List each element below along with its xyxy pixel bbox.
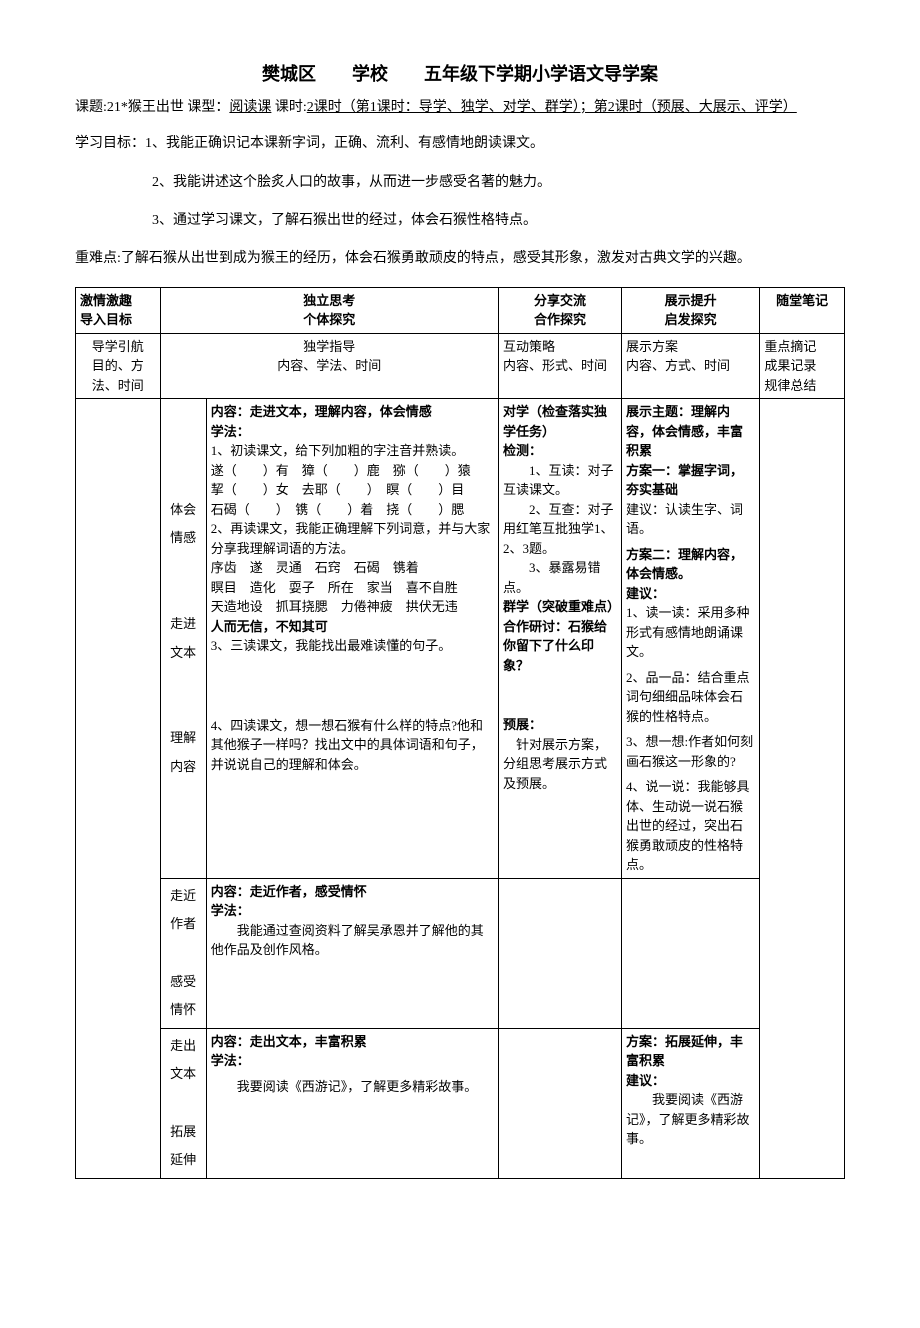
r1-c4-p2-3: 3、想一想:作者如何刻画石猴这一形象的? — [626, 732, 755, 771]
h1-c5: 随堂笔记 — [760, 287, 845, 333]
r1-c4-p1b: 建议：认读生字、词语。 — [626, 500, 755, 539]
goals-label: 学习目标： — [75, 136, 145, 151]
r1-content-title: 内容：走进文本，理解内容，体会情感 — [211, 402, 494, 422]
page-title: 樊城区 学校 五年级下学期小学语文导学案 — [75, 60, 845, 89]
r3-c4-text: 我要阅读《西游记》，了解更多精彩故事。 — [626, 1090, 755, 1149]
r1-c3-pre-text: 针对展示方案，分组思考展示方式及预展。 — [503, 735, 617, 794]
h1-c1: 激情激趣 导入目标 — [76, 287, 161, 333]
h2-c4: 展示方案 内容、方式、时间 — [621, 333, 759, 399]
h2-c5: 重点摘记 成果记录 规律总结 — [760, 333, 845, 399]
r1-c4-p2t: 方案二：理解内容，体会情感。 — [626, 545, 755, 584]
r1-m2-l4: 人而无信，不知其可 — [211, 617, 494, 637]
r3-c4-title: 方案：拓展延伸，丰富积累 — [626, 1032, 755, 1071]
header-row-2: 导学引航 目的、方法、时间 独学指导 内容、学法、时间 互动策略 内容、形式、时… — [76, 333, 845, 399]
topic-value: 21*猴王出世 — [107, 100, 184, 115]
r1-c3-1: 1、互读：对子互读课文。 — [503, 461, 617, 500]
period-value: 2课时（第1课时：导学、独学、对学、群学）；第2课时（预展、大展示、评学） — [307, 100, 797, 115]
r1-m2-l2: 瞑目 造化 耍子 所在 家当 喜不自胜 — [211, 578, 494, 598]
r2-content-title: 内容：走近作者，感受情怀 — [211, 882, 494, 902]
r1-m1-l1: 遂（ ）有 獐（ ）鹿 猕（ ）猿 — [211, 461, 494, 481]
difficulty-section: 重难点:了解石猴从出世到成为猴王的经历，体会石猴勇敢顽皮的特点，感受其形象，激发… — [75, 248, 845, 270]
r2-method-label: 学法： — [211, 901, 494, 921]
r1-c3-coop: 合作研讨：石猴给你留下了什么印象？ — [503, 617, 617, 676]
r3-content-text: 我要阅读《西游记》，了解更多精彩故事。 — [211, 1077, 494, 1097]
r1-c4-p2-4: 4、说一说：我能够具体、生动说一说石猴出世的经过，突出石猴勇敢顽皮的性格特点。 — [626, 777, 755, 875]
r1-c4-p2-1: 1、读一读：采用多种形式有感情地朗诵课文。 — [626, 603, 755, 662]
col3-cell-3 — [498, 1028, 621, 1178]
r1-c3-coop-text: 合作研讨：石猴给你留下了什么印象？ — [503, 619, 607, 673]
goal-2: 2、我能讲述这个脍炙人口的故事，从而进一步感受名著的魅力。 — [75, 172, 845, 194]
r1-c4-title-text: 展示主题：理解内容，体会情感，丰富积累 — [626, 404, 743, 458]
col4-cell-1: 展示主题：理解内容，体会情感，丰富积累 方案一：掌握字词，夯实基础 建议：认读生… — [621, 399, 759, 879]
r1-c3-title: 对学（检查落实独学任务） — [503, 402, 617, 441]
period-label: 课时: — [275, 100, 307, 115]
left-blank — [76, 399, 161, 1178]
side-label-3: 走出 文本 拓展 延伸 — [160, 1028, 206, 1178]
content-cell-3: 内容：走出文本，丰富积累 学法： 我要阅读《西游记》，了解更多精彩故事。 — [206, 1028, 498, 1178]
r1-c3-group: 群学（突破重难点） — [503, 597, 617, 617]
h1-c4: 展示提升 启发探究 — [621, 287, 759, 333]
difficulty-text: 了解石猴从出世到成为猴王的经历，体会石猴勇敢顽皮的特点，感受其形象，激发对古典文… — [121, 251, 751, 266]
h1-c2: 独立思考 个体探究 — [160, 287, 498, 333]
topic-label: 课题: — [75, 100, 107, 115]
col4-cell-2 — [621, 878, 759, 1028]
type-value: 阅读课 — [229, 100, 271, 115]
content-cell-2: 内容：走近作者，感受情怀 学法： 我能通过查阅资料了解吴承恩并了解他的其他作品及… — [206, 878, 498, 1028]
r1-c3-check: 检测： — [503, 441, 617, 461]
h2-c2: 独学指导 内容、学法、时间 — [160, 333, 498, 399]
r1-c3-3: 3、暴露易错点。 — [503, 558, 617, 597]
r1-m4: 4、四读课文，想一想石猴有什么样的特点?他和其他猴子一样吗？找出文中的具体词语和… — [211, 716, 494, 775]
lesson-table: 激情激趣 导入目标 独立思考 个体探究 分享交流 合作探究 展示提升 启发探究 … — [75, 287, 845, 1179]
body-row-1: 体会 情感 走进 文本 理解 内容 内容：走进文本，理解内容，体会情感 学法： … — [76, 399, 845, 879]
content-cell-1: 内容：走进文本，理解内容，体会情感 学法： 1、初读课文，给下列加粗的字注音并熟… — [206, 399, 498, 879]
r1-m1-l2: 挈（ ）女 去耶（ ） 瞑（ ）目 — [211, 480, 494, 500]
r1-method-label: 学法： — [211, 422, 494, 442]
difficulty-label: 重难点: — [75, 251, 121, 266]
r2-content-text: 我能通过查阅资料了解吴承恩并了解他的其他作品及创作风格。 — [211, 921, 494, 960]
r3-method-label: 学法： — [211, 1051, 494, 1071]
header-row-1: 激情激趣 导入目标 独立思考 个体探究 分享交流 合作探究 展示提升 启发探究 … — [76, 287, 845, 333]
r1-m1: 1、初读课文，给下列加粗的字注音并熟读。 — [211, 441, 494, 461]
col3-cell-1: 对学（检查落实独学任务） 检测： 1、互读：对子互读课文。 2、互查：对子用红笔… — [498, 399, 621, 879]
side-label-2: 走近 作者 感受 情怀 — [160, 878, 206, 1028]
r1-c4-p2-2: 2、品一品：结合重点词句细细品味体会石猴的性格特点。 — [626, 668, 755, 727]
r1-m2-l3: 天造地设 抓耳挠腮 力倦神疲 拱伏无违 — [211, 597, 494, 617]
body-row-3: 走出 文本 拓展 延伸 内容：走出文本，丰富积累 学法： 我要阅读《西游记》，了… — [76, 1028, 845, 1178]
r1-m2-l1: 序齿 遂 灵通 石窍 石碣 镌着 — [211, 558, 494, 578]
col3-cell-2 — [498, 878, 621, 1028]
body-row-2: 走近 作者 感受 情怀 内容：走近作者，感受情怀 学法： 我能通过查阅资料了解吴… — [76, 878, 845, 1028]
goal-1: 学习目标：1、我能正确识记本课新字词，正确、流利、有感情地朗读课文。 — [75, 133, 845, 155]
col4-cell-3: 方案：拓展延伸，丰富积累 建议： 我要阅读《西游记》，了解更多精彩故事。 — [621, 1028, 759, 1178]
h1-c3: 分享交流 合作探究 — [498, 287, 621, 333]
notes-cell — [760, 399, 845, 1178]
goals-section: 学习目标：1、我能正确识记本课新字词，正确、流利、有感情地朗读课文。 2、我能讲… — [75, 133, 845, 232]
meta-line: 课题:21*猴王出世 课型：阅读课 课时:2课时（第1课时：导学、独学、对学、群… — [75, 97, 845, 119]
r3-c4-sug: 建议： — [626, 1071, 755, 1091]
r1-m2: 2、再读课文，我能正确理解下列词意，并与大家分享我理解词语的方法。 — [211, 519, 494, 558]
goal-3: 3、通过学习课文，了解石猴出世的经过，体会石猴性格特点。 — [75, 210, 845, 232]
goal-text-1: 1、我能正确识记本课新字词，正确、流利、有感情地朗读课文。 — [145, 136, 544, 151]
type-label: 课型： — [187, 100, 229, 115]
r1-m3: 3、三读课文，我能找出最难读懂的句子。 — [211, 636, 494, 656]
r1-c4-title: 展示主题：理解内容，体会情感，丰富积累 — [626, 402, 755, 461]
r1-c4-p1t: 方案一：掌握字词，夯实基础 — [626, 461, 755, 500]
r1-m1-l3: 石碣（ ） 镌（ ）着 挠（ ）腮 — [211, 500, 494, 520]
h2-c1: 导学引航 目的、方法、时间 — [76, 333, 161, 399]
h2-c3: 互动策略 内容、形式、时间 — [498, 333, 621, 399]
r1-c3-pre: 预展： — [503, 715, 617, 735]
r1-c3-2: 2、互查：对子用红笔互批独学1、2、3题。 — [503, 500, 617, 559]
side-label-1: 体会 情感 走进 文本 理解 内容 — [160, 399, 206, 879]
r1-c4-p2b: 建议： — [626, 584, 755, 604]
r3-content-title: 内容：走出文本，丰富积累 — [211, 1032, 494, 1052]
